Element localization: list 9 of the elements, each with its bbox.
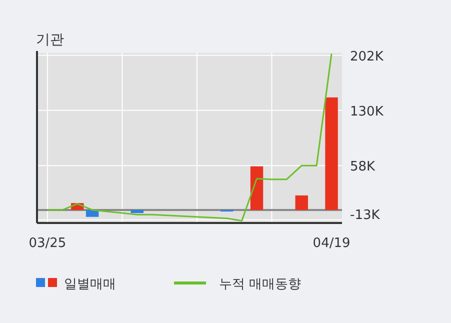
y-tick-label: -13K (350, 208, 380, 223)
legend-label: 누적 매매동향 (219, 277, 302, 292)
legend-label: 일별매매 (64, 277, 116, 292)
x-tick-label: 03/25 (28, 236, 66, 251)
chart-title: 기관 (36, 32, 64, 48)
y-tick-label: 58K (350, 160, 376, 175)
y-tick-label: 130K (350, 104, 384, 120)
x-tick-label: 04/19 (312, 236, 350, 251)
y-tick-label: 202K (350, 49, 384, 64)
